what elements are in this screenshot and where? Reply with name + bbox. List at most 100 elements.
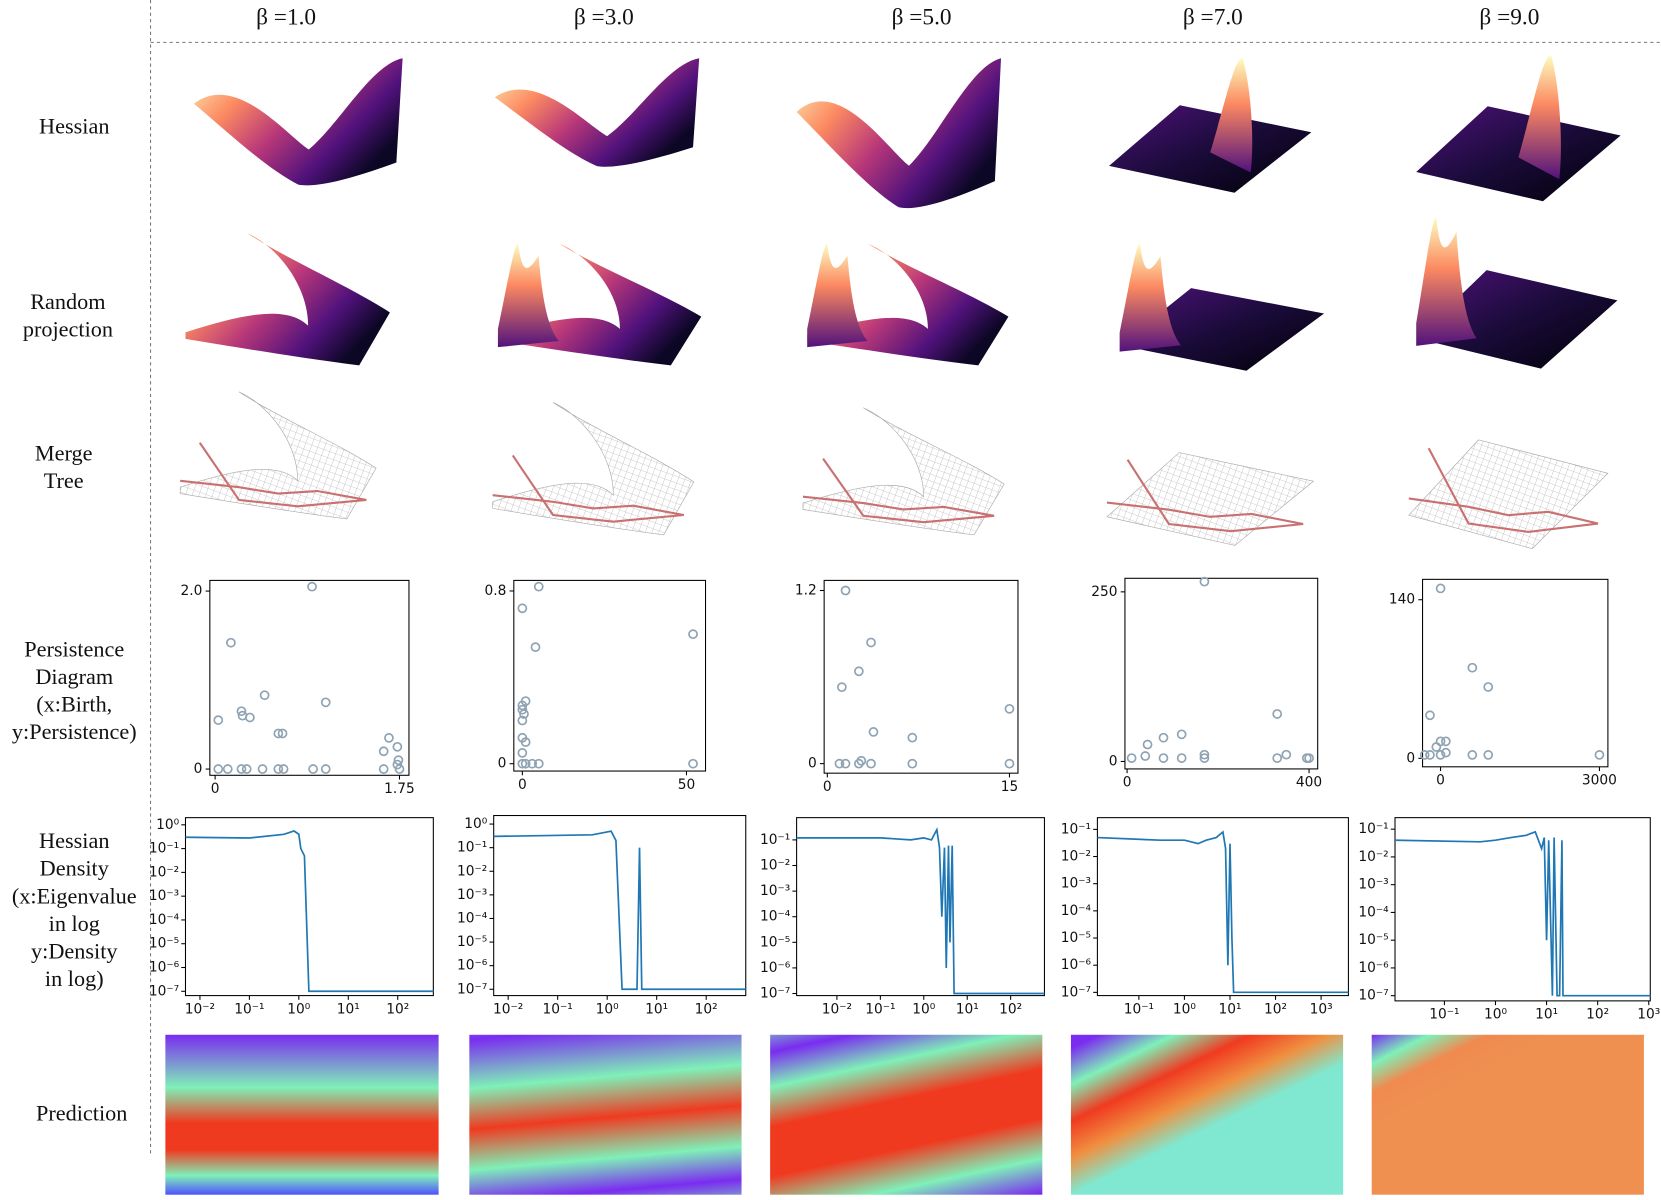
x-tick-label: 50 bbox=[678, 777, 695, 793]
y-tick-label: 10⁻¹ bbox=[760, 832, 790, 848]
y-tick-label: 10⁻² bbox=[1061, 849, 1091, 865]
density-line bbox=[493, 830, 746, 991]
y-tick-label: 10⁻⁴ bbox=[1061, 903, 1092, 919]
prediction-heatmap bbox=[770, 1034, 1043, 1195]
persistence-point bbox=[378, 764, 389, 774]
row-label: Density bbox=[40, 856, 110, 881]
row-label: y:Persistence) bbox=[12, 719, 137, 744]
persistence-point bbox=[520, 696, 531, 706]
projection-surface bbox=[185, 233, 390, 366]
persistence-point bbox=[868, 727, 879, 737]
persistence-point bbox=[222, 764, 233, 774]
persistence-point bbox=[840, 585, 851, 596]
persistence-point bbox=[320, 764, 331, 774]
y-tick-label: 10⁻² bbox=[1358, 849, 1388, 865]
y-tick-label: 10⁻¹ bbox=[457, 840, 487, 856]
column-header: β =7.0 bbox=[1183, 4, 1243, 30]
hessian-surface bbox=[193, 58, 403, 186]
y-tick-label: 10⁻⁴ bbox=[457, 910, 488, 926]
column-header: β =9.0 bbox=[1479, 4, 1539, 30]
merge-tree bbox=[1408, 447, 1599, 533]
x-tick-label: 10⁰ bbox=[287, 1001, 310, 1017]
y-tick-label: 10⁻⁷ bbox=[1061, 984, 1091, 1000]
hessian-surface bbox=[796, 58, 1002, 209]
persistence-point bbox=[688, 758, 698, 769]
persistence-point bbox=[840, 758, 851, 769]
persistence-point bbox=[1176, 753, 1187, 763]
y-tick-label: 10⁻³ bbox=[149, 888, 179, 904]
persistence-point bbox=[277, 728, 288, 739]
row-label: Random bbox=[30, 289, 105, 314]
x-tick-label: 10⁰ bbox=[596, 1001, 619, 1017]
y-tick-label: 10⁻⁵ bbox=[457, 934, 487, 950]
y-tick-label: 10⁰ bbox=[464, 816, 487, 832]
plot-frame bbox=[796, 817, 1045, 997]
persistence-point bbox=[517, 704, 528, 715]
persistence-point bbox=[1301, 753, 1312, 763]
x-tick-label: 10⁻¹ bbox=[1124, 1001, 1154, 1017]
persistence-point bbox=[213, 715, 224, 725]
persistence-point bbox=[1126, 753, 1137, 763]
persistence-point bbox=[1419, 750, 1430, 760]
plot-frame bbox=[1422, 578, 1609, 768]
persistence-point bbox=[854, 758, 864, 769]
x-tick-label: 10⁰ bbox=[1484, 1007, 1507, 1023]
persistence-point bbox=[907, 732, 918, 743]
persistence-point bbox=[1440, 747, 1451, 758]
y-tick-label: 10⁻¹ bbox=[1061, 821, 1091, 837]
x-tick-label: 0 bbox=[1123, 775, 1132, 791]
persistence-point bbox=[1142, 739, 1153, 750]
y-tick-label: 0 bbox=[1109, 753, 1118, 769]
merge-mesh bbox=[1408, 439, 1609, 549]
persistence-point bbox=[530, 642, 541, 652]
y-tick-label: 2.0 bbox=[181, 583, 203, 599]
y-tick-label: 0 bbox=[1406, 750, 1415, 766]
row-label: Diagram bbox=[35, 664, 113, 689]
column-header: β =1.0 bbox=[256, 4, 316, 30]
x-tick-label: 10¹ bbox=[645, 1001, 668, 1017]
hessian-surface bbox=[1109, 105, 1312, 193]
persistence-point bbox=[236, 706, 247, 717]
x-tick-label: 3000 bbox=[1582, 773, 1617, 789]
projection-spike bbox=[1119, 243, 1181, 352]
persistence-point bbox=[273, 728, 284, 739]
persistence-point bbox=[866, 637, 876, 648]
persistence-point bbox=[394, 764, 405, 774]
merge-tree bbox=[802, 457, 995, 524]
persistence-point bbox=[241, 764, 252, 774]
x-tick-label: 10² bbox=[999, 1001, 1022, 1017]
y-tick-label: 10⁻³ bbox=[760, 883, 790, 899]
persistence-point bbox=[226, 637, 236, 648]
hessian-surface bbox=[494, 58, 700, 167]
y-tick-label: 10⁻¹ bbox=[1358, 821, 1388, 837]
x-tick-label: 10⁻¹ bbox=[865, 1001, 895, 1017]
x-tick-label: 10³ bbox=[1310, 1001, 1333, 1017]
persistence-point bbox=[1594, 750, 1605, 760]
persistence-point bbox=[1199, 753, 1210, 763]
prediction-heatmap bbox=[1371, 1034, 1644, 1195]
persistence-point bbox=[533, 581, 544, 592]
projection-surface bbox=[1416, 270, 1618, 369]
persistence-point bbox=[1435, 583, 1446, 594]
x-tick-label: 10⁰ bbox=[912, 1001, 935, 1017]
x-tick-label: 15 bbox=[1001, 779, 1019, 795]
persistence-point bbox=[1199, 749, 1210, 760]
persistence-point bbox=[527, 758, 538, 769]
y-tick-label: 10⁻⁴ bbox=[149, 912, 180, 928]
y-tick-label: 10⁻⁷ bbox=[760, 986, 790, 1002]
merge-tree bbox=[492, 454, 685, 523]
y-tick-label: 10⁻⁵ bbox=[760, 934, 790, 950]
y-tick-label: 10⁻⁷ bbox=[1358, 988, 1388, 1004]
x-tick-label: 0 bbox=[1436, 773, 1445, 789]
projection-spike bbox=[1416, 217, 1477, 346]
persistence-point bbox=[1272, 709, 1283, 719]
row-label: Tree bbox=[44, 468, 84, 493]
density-line bbox=[1097, 830, 1349, 994]
plot-frame bbox=[184, 817, 434, 997]
persistence-point bbox=[392, 741, 403, 752]
y-tick-label: 10⁻³ bbox=[1061, 876, 1091, 892]
y-tick-label: 10⁻⁷ bbox=[149, 983, 179, 999]
x-tick-label: 10³ bbox=[1637, 1007, 1660, 1023]
